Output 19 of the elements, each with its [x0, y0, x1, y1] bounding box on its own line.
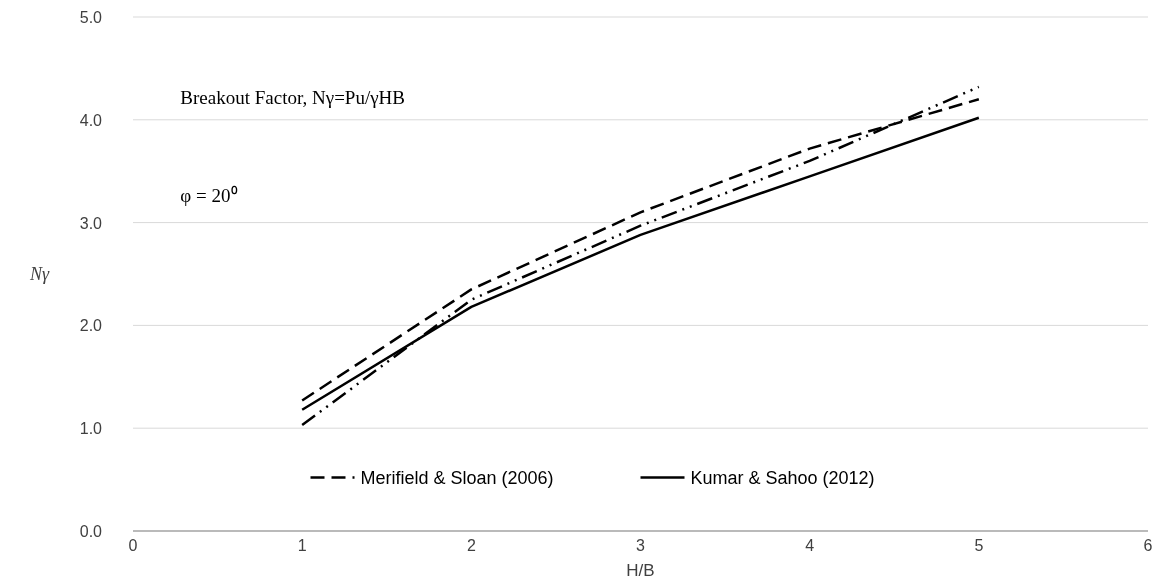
- x-tick-label: 0: [128, 537, 138, 554]
- x-tick-label: 3: [636, 537, 646, 554]
- y-axis-title: Nγ: [29, 264, 51, 284]
- annotation: Breakout Factor, Nγ=Pu/γHB: [180, 87, 406, 109]
- y-tick-label: 2.0: [79, 317, 103, 335]
- x-tick-label: 1: [297, 537, 307, 554]
- annotation: φ = 20⁰: [180, 185, 238, 207]
- y-tick-label: 5.0: [79, 9, 103, 26]
- y-tick-label: 1.0: [79, 420, 103, 438]
- y-tick-label: 4.0: [79, 111, 103, 129]
- x-tick-label: 4: [805, 537, 815, 554]
- y-tick-label: 0.0: [79, 523, 103, 540]
- legend-label: Kumar & Sahoo (2012): [690, 467, 875, 488]
- x-tick-label: 6: [1143, 537, 1153, 554]
- x-tick-label: 2: [466, 537, 476, 554]
- legend-label: Merifield & Sloan (2006): [360, 467, 554, 488]
- x-axis-title: H/B: [626, 561, 655, 579]
- y-tick-label: 3.0: [79, 214, 103, 232]
- x-tick-label: 5: [974, 537, 984, 554]
